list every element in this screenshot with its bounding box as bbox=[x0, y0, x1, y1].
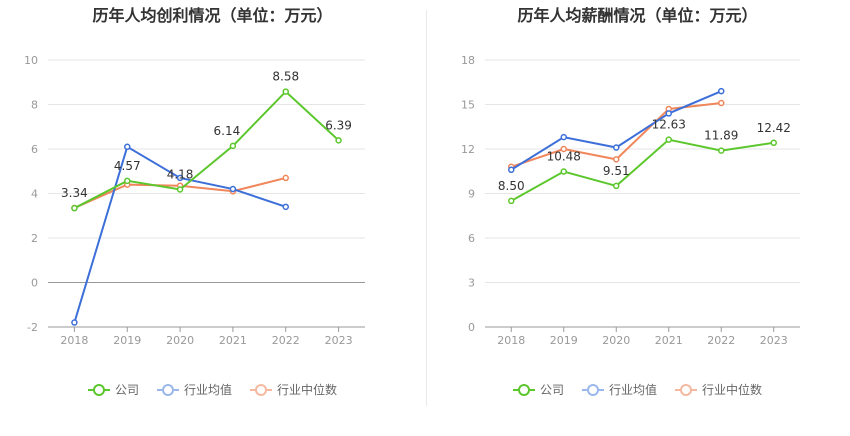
legend-item-industry-median[interactable]: 行业中位数 bbox=[250, 381, 337, 398]
y-tick-label: 15 bbox=[461, 99, 475, 112]
data-label: 4.18 bbox=[167, 167, 194, 181]
data-point bbox=[560, 168, 567, 175]
legend-label-industry-median: 行业中位数 bbox=[277, 383, 338, 397]
y-tick-label: 10 bbox=[24, 54, 38, 67]
legend-item-company[interactable]: 公司 bbox=[87, 381, 139, 398]
salary-chart-panel: 历年人均薪酬情况（单位：万元） 0 3 6 9 12 15 18 2018 2019 2020 20… bbox=[425, 0, 850, 436]
profit-line-chart: -2 0 2 4 6 8 10 2018 2019 2020 2021 2022 2023 3.34 4.5… bbox=[24, 54, 365, 347]
data-point bbox=[718, 87, 725, 95]
y-tick-label: 6 bbox=[31, 143, 38, 156]
data-point bbox=[508, 166, 515, 174]
data-point bbox=[71, 319, 78, 326]
data-point bbox=[718, 99, 725, 107]
legend-item-industry-median[interactable]: 行业中位数 bbox=[675, 381, 762, 398]
data-label: 12.42 bbox=[757, 121, 791, 135]
x-tick-label: 2018 bbox=[497, 334, 525, 347]
data-label: 8.58 bbox=[272, 70, 299, 84]
data-point bbox=[613, 182, 620, 190]
series-line bbox=[510, 138, 774, 202]
data-point bbox=[560, 145, 567, 153]
y-tick-label: 12 bbox=[461, 143, 475, 156]
x-tick-label: 2022 bbox=[272, 334, 300, 347]
chart-legend: 公司 行业均值 行业中位数 bbox=[425, 381, 850, 398]
legend-swatch-industry-median bbox=[675, 383, 697, 396]
data-point bbox=[770, 139, 777, 147]
data-point bbox=[282, 203, 289, 211]
data-point bbox=[176, 186, 184, 193]
data-point bbox=[282, 174, 289, 182]
data-label: 12.63 bbox=[652, 118, 686, 132]
data-label: 9.51 bbox=[603, 164, 630, 178]
salary-line-chart: 0 3 6 9 12 15 18 2018 2019 2020 2021 2022 2023 8.50 10… bbox=[461, 54, 800, 347]
data-label: 4.57 bbox=[114, 159, 141, 173]
legend-swatch-company bbox=[512, 383, 535, 396]
data-point bbox=[124, 177, 131, 185]
data-point bbox=[282, 88, 289, 95]
panel-divider bbox=[426, 10, 427, 406]
data-point bbox=[229, 185, 237, 193]
y-tick-label: 2 bbox=[31, 232, 38, 245]
y-tick-label: 9 bbox=[468, 188, 475, 201]
y-tick-label: 0 bbox=[468, 321, 475, 334]
legend-swatch-company bbox=[87, 383, 110, 396]
chart-title: 历年人均薪酬情况（单位：万元） bbox=[517, 6, 758, 25]
data-label: 8.50 bbox=[498, 179, 525, 193]
data-point bbox=[613, 144, 620, 151]
data-label: 6.39 bbox=[325, 118, 352, 132]
y-tick-label: 8 bbox=[31, 99, 38, 112]
chart-legend: 公司 行业均值 行业中位数 bbox=[0, 381, 425, 398]
x-tick-label: 2022 bbox=[707, 334, 735, 347]
y-tick-label: 6 bbox=[468, 232, 475, 245]
legend-label-company: 公司 bbox=[539, 383, 564, 397]
legend-swatch-industry-median bbox=[250, 383, 272, 396]
profit-chart-panel: 历年人均创利情况（单位：万元） -2 0 2 4 6 8 10 2018 2019 2020 202… bbox=[0, 6, 425, 398]
series-line bbox=[74, 176, 286, 209]
x-tick-label: 2023 bbox=[325, 334, 353, 347]
y-tick-label: 4 bbox=[31, 188, 38, 201]
data-point bbox=[508, 197, 515, 205]
legend-item-industry-mean[interactable]: 行业均值 bbox=[156, 381, 232, 398]
y-tick-label: 18 bbox=[461, 54, 475, 67]
legend-swatch-industry-mean bbox=[156, 383, 179, 396]
x-tick-label: 2023 bbox=[760, 334, 788, 347]
x-tick-label: 2021 bbox=[219, 334, 247, 347]
data-point bbox=[665, 110, 672, 117]
data-point bbox=[613, 156, 620, 163]
y-tick-label: 3 bbox=[468, 277, 475, 290]
legend-label-industry-mean: 行业均值 bbox=[183, 383, 232, 397]
data-label: 6.14 bbox=[214, 124, 241, 138]
data-point bbox=[560, 133, 567, 141]
data-label: 3.34 bbox=[61, 186, 88, 200]
legend-label-industry-mean: 行业均值 bbox=[608, 383, 657, 397]
x-tick-label: 2021 bbox=[655, 334, 683, 347]
x-tick-label: 2020 bbox=[602, 334, 630, 347]
data-point bbox=[665, 136, 672, 143]
x-tick-label: 2019 bbox=[550, 334, 578, 347]
legend-label-industry-median: 行业中位数 bbox=[702, 383, 763, 397]
data-point bbox=[124, 143, 131, 151]
legend-item-company[interactable]: 公司 bbox=[512, 381, 564, 398]
data-point bbox=[176, 174, 184, 182]
y-tick-label: 0 bbox=[31, 277, 38, 290]
legend-swatch-industry-mean bbox=[581, 383, 604, 396]
data-point bbox=[71, 204, 78, 212]
x-tick-label: 2018 bbox=[60, 334, 88, 347]
legend-item-industry-mean[interactable]: 行业均值 bbox=[581, 381, 657, 398]
x-tick-label: 2019 bbox=[113, 334, 141, 347]
data-label: 11.89 bbox=[704, 129, 738, 143]
data-label: 10.48 bbox=[547, 150, 581, 164]
legend-label-company: 公司 bbox=[114, 383, 139, 397]
y-tick-label: -2 bbox=[27, 321, 38, 334]
data-point bbox=[335, 137, 342, 144]
chart-title: 历年人均创利情况（单位：万元） bbox=[92, 6, 333, 25]
series-line bbox=[73, 90, 340, 210]
data-point bbox=[718, 147, 725, 154]
x-tick-label: 2020 bbox=[166, 334, 194, 347]
data-point bbox=[229, 142, 237, 150]
